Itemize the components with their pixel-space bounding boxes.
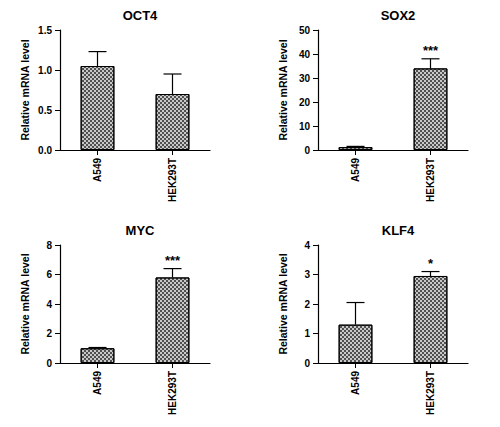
svg-text:2: 2: [304, 299, 310, 310]
svg-text:HEK293T: HEK293T: [167, 158, 178, 202]
svg-text:6: 6: [46, 269, 52, 280]
svg-text:1: 1: [304, 328, 310, 339]
svg-text:HEK293T: HEK293T: [425, 371, 436, 415]
svg-text:1.0: 1.0: [38, 65, 52, 76]
svg-text:1.5: 1.5: [38, 25, 52, 36]
svg-text:0.0: 0.0: [38, 145, 52, 156]
svg-text:0.5: 0.5: [38, 105, 52, 116]
svg-text:3: 3: [304, 269, 310, 280]
svg-text:HEK293T: HEK293T: [167, 371, 178, 415]
svg-text:HEK293T: HEK293T: [425, 158, 436, 202]
svg-text:30: 30: [299, 73, 311, 84]
svg-text:8: 8: [46, 240, 52, 251]
svg-text:A549: A549: [350, 158, 361, 182]
svg-text:20: 20: [299, 97, 311, 108]
svg-text:Relative mRNA level: Relative mRNA level: [277, 39, 289, 140]
svg-text:4: 4: [304, 240, 310, 251]
svg-text:KLF4: KLF4: [382, 223, 415, 238]
svg-text:2: 2: [46, 328, 52, 339]
svg-text:4: 4: [46, 299, 52, 310]
svg-text:0: 0: [304, 358, 310, 369]
svg-text:Relative mRNA level: Relative mRNA level: [277, 253, 289, 354]
svg-text:SOX2: SOX2: [381, 8, 416, 23]
svg-text:MYC: MYC: [126, 223, 156, 238]
svg-text:0: 0: [304, 145, 310, 156]
svg-text:***: ***: [423, 43, 439, 58]
svg-text:A549: A549: [92, 158, 103, 182]
svg-text:*: *: [428, 256, 434, 271]
svg-text:50: 50: [299, 25, 311, 36]
svg-text:40: 40: [299, 49, 311, 60]
svg-text:Relative mRNA level: Relative mRNA level: [19, 39, 31, 140]
svg-text:A549: A549: [350, 371, 361, 395]
svg-text:A549: A549: [92, 371, 103, 395]
svg-text:OCT4: OCT4: [123, 8, 158, 23]
svg-text:Relative mRNA level: Relative mRNA level: [19, 253, 31, 354]
svg-text:***: ***: [165, 253, 181, 268]
svg-text:0: 0: [46, 358, 52, 369]
svg-text:10: 10: [299, 121, 311, 132]
